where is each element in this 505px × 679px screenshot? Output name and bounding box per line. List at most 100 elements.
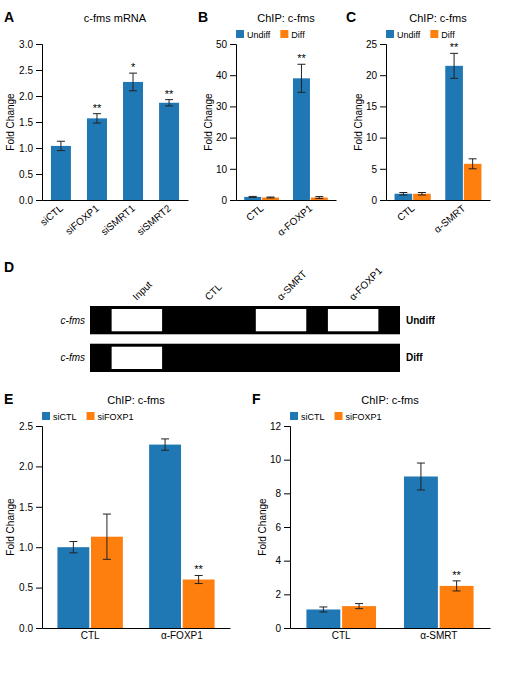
x-tick: α-SMRT [420, 630, 457, 641]
error-bar [399, 193, 407, 195]
tick-mark [284, 493, 290, 494]
tick-label: 0 [371, 195, 377, 206]
tick-mark [36, 547, 42, 548]
y-axis-title: Fold Change [5, 93, 16, 151]
tick-mark [36, 507, 42, 508]
y-axis: 0.00.51.01.52.02.53.0 [19, 39, 42, 206]
error-bar-line [418, 195, 426, 196]
tick-mark [36, 174, 42, 175]
error-bar-line [267, 197, 275, 198]
axis-line [380, 45, 387, 201]
error-bar-line [60, 141, 61, 150]
error-bar [195, 575, 203, 583]
panel: 0510152025CTLα-SMRT**ChIP: c-fmsFold Cha… [353, 12, 491, 235]
significance: * [131, 61, 136, 73]
y-tick: 10 [270, 454, 290, 465]
tick-mark [380, 169, 386, 170]
tick-mark [36, 44, 42, 45]
error-bar [249, 196, 257, 198]
bar [159, 103, 179, 200]
error-bar-line [456, 581, 457, 591]
error-bar [418, 193, 426, 195]
axis-line [230, 45, 237, 201]
tick-label: 0.0 [19, 195, 33, 206]
tick-mark [284, 561, 290, 562]
panel: 0.00.51.01.52.02.53.0siCTLsiFOXP1siSMRT1… [5, 12, 189, 237]
tick-label: 3.0 [19, 39, 33, 50]
legend-label: siFOXP1 [98, 412, 134, 422]
gel-lane [90, 306, 400, 334]
y-axis: 0.00.51.01.52.02.5 [19, 421, 42, 634]
y-tick: 2.0 [19, 461, 42, 472]
bar [445, 66, 463, 200]
axis-line [36, 427, 43, 629]
y-tick: 20 [366, 70, 386, 81]
tick-label: 30 [216, 101, 228, 112]
annotations: ***** [93, 61, 174, 114]
error-bar-line [69, 552, 77, 553]
x-tick: siSMRT1 [99, 202, 138, 237]
error-bar [69, 542, 77, 553]
error-bar-line [399, 195, 407, 196]
tick-mark [36, 96, 42, 97]
tick-label: 1.0 [19, 143, 33, 154]
error-bar [469, 159, 477, 169]
tick-label: CTL [244, 202, 266, 223]
title: ChIP: c-fms [361, 394, 419, 406]
legend-swatch [430, 30, 438, 38]
tick-label: CTL [81, 630, 100, 641]
y-tick: 0 [221, 195, 236, 206]
tick-label: 0 [275, 623, 281, 634]
tick-mark [230, 44, 236, 45]
bar [342, 606, 376, 628]
bar [306, 609, 340, 628]
error-bar [165, 100, 173, 106]
legend-swatch [42, 412, 50, 420]
y-tick: 15 [366, 101, 386, 112]
error-bar [453, 581, 461, 591]
panel: 024681012CTLα-SMRT**ChIP: c-fmsFold Chan… [257, 394, 491, 641]
tick-label: α-FOXP1 [275, 202, 315, 238]
tick-label: siSMRT2 [135, 202, 174, 237]
tick-label: siCTL [38, 202, 65, 227]
significance: ** [93, 102, 102, 114]
legend-item: Diff [430, 30, 455, 40]
bar [149, 445, 181, 628]
gel-band [256, 309, 306, 331]
panel: 01020304050CTLα-FOXP1**ChIP: c-fmsFold C… [203, 12, 337, 238]
y-tick: 1.5 [19, 117, 42, 128]
bar [311, 198, 328, 200]
lane-label: α-SMRT [275, 268, 309, 302]
tick-mark [36, 122, 42, 123]
legend-swatch [386, 30, 394, 38]
tick-mark [230, 106, 236, 107]
x-tick: CTL [81, 630, 100, 641]
x-tick: siCTL [38, 202, 65, 227]
error-bar-line [355, 603, 363, 604]
axis-line [291, 628, 491, 629]
bar [123, 82, 143, 200]
tick-label: α-FOXP1 [161, 630, 203, 641]
error-bar-line [469, 168, 477, 169]
tick-label: 1.5 [19, 117, 33, 128]
tick-mark [380, 138, 386, 139]
legend-label: Undiff [247, 30, 271, 40]
y-tick: 30 [216, 101, 236, 112]
bar [404, 477, 438, 629]
side-label: Diff [406, 352, 423, 363]
panel-letter: C [346, 9, 356, 25]
tick-label: 8 [275, 488, 281, 499]
x-tick: α-FOXP1 [275, 202, 315, 238]
annotations: ** [194, 563, 203, 575]
panel-letter: F [252, 391, 261, 407]
error-bar [129, 73, 137, 91]
tick-label: siSMRT1 [99, 202, 138, 237]
title: ChIP: c-fms [257, 12, 315, 24]
tick-mark [284, 426, 290, 427]
axis-line [237, 200, 337, 201]
error-bar [450, 53, 458, 78]
tick-label: 2.0 [19, 91, 33, 102]
y-tick: 1.0 [19, 542, 42, 553]
tick-label: CTL [332, 630, 351, 641]
tick-label: siFOXP1 [63, 202, 101, 236]
